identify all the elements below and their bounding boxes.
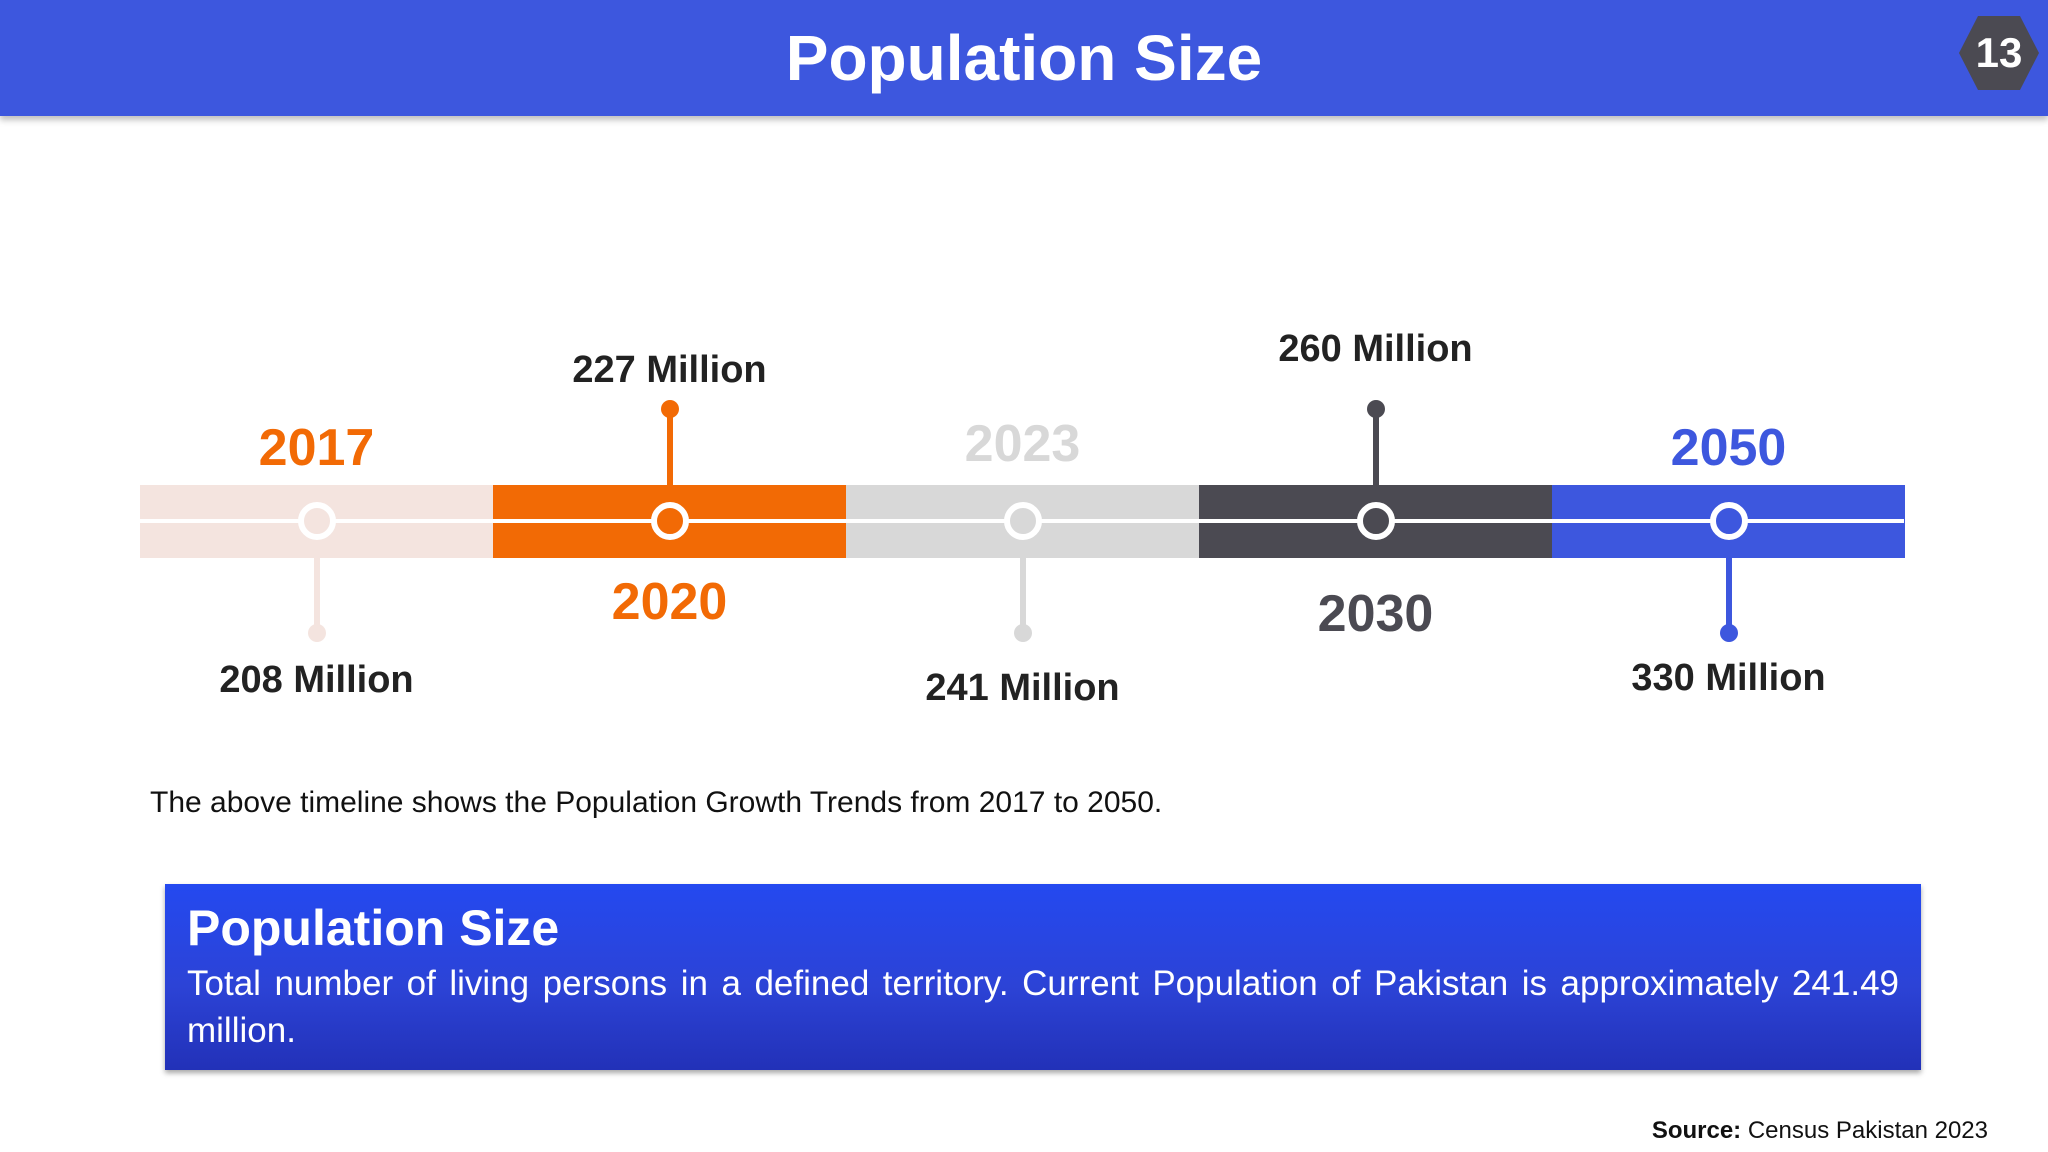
definition-box: Population Size Total number of living p… bbox=[165, 884, 1921, 1070]
timeline-node-2023 bbox=[1003, 502, 1042, 540]
timeline-node-2020 bbox=[650, 502, 689, 540]
timeline-stem-dot-2017 bbox=[307, 624, 326, 642]
population-timeline: 2017 208 Million 2020 227 Million 2023 241 Mi… bbox=[140, 328, 1905, 709]
value-label-2030: 260 Million bbox=[1278, 328, 1473, 370]
value-label-2020: 227 Million bbox=[572, 349, 767, 391]
timeline-stem-2017 bbox=[313, 521, 320, 632]
source-label: Source: bbox=[1651, 1117, 1742, 1144]
timeline-stem-2023 bbox=[1019, 521, 1026, 632]
timeline-node-2017 bbox=[297, 502, 336, 540]
year-label-2050: 2050 bbox=[1670, 419, 1787, 477]
timeline-stem-2030 bbox=[1372, 412, 1379, 521]
timeline-stem-dot-2030 bbox=[1366, 400, 1385, 418]
source-note: Source: Census Pakistan 2023 bbox=[1652, 1116, 1988, 1146]
timeline-caption: The above timeline shows the Population … bbox=[150, 786, 1163, 819]
slide-number-badge: 13 bbox=[1958, 14, 2040, 92]
year-label-2030: 2030 bbox=[1317, 585, 1434, 643]
value-label-2023: 241 Million bbox=[925, 667, 1120, 709]
hexagon-icon bbox=[1959, 16, 2039, 90]
definition-text: Total number of living persons in a defi… bbox=[187, 964, 1899, 1050]
year-label-2020: 2020 bbox=[611, 573, 728, 631]
slide-number: 13 bbox=[1975, 29, 2023, 76]
timeline-stem-dot-2023 bbox=[1013, 624, 1032, 642]
value-label-2017: 208 Million bbox=[219, 659, 414, 701]
timeline-stem-dot-2050 bbox=[1719, 624, 1738, 642]
year-label-2017: 2017 bbox=[258, 419, 375, 477]
page-title: Population Size bbox=[785, 22, 1263, 94]
value-label-2050: 330 Million bbox=[1631, 657, 1826, 699]
timeline-stem-2050 bbox=[1725, 521, 1732, 632]
timeline-node-2030 bbox=[1356, 502, 1395, 540]
year-label-2023: 2023 bbox=[964, 415, 1081, 473]
source-text: Census Pakistan 2023 bbox=[1747, 1117, 1988, 1144]
timeline-node-2050 bbox=[1709, 502, 1748, 540]
timeline-stem-dot-2020 bbox=[660, 400, 679, 418]
header-bar: Population Size 13 bbox=[0, 0, 2048, 116]
definition-title: Population Size bbox=[187, 900, 560, 956]
timeline-stem-2020 bbox=[666, 412, 673, 521]
